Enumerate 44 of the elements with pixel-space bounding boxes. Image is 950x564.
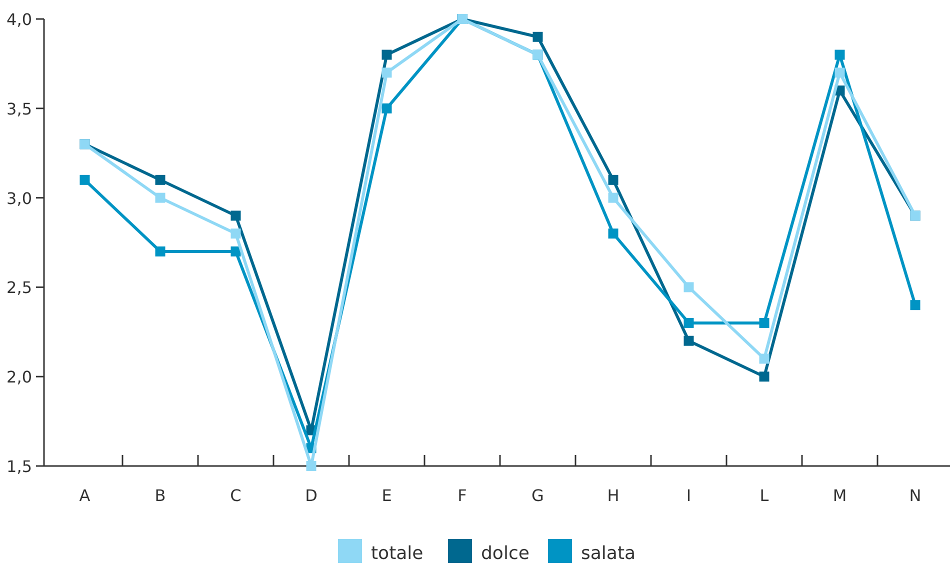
point (834, 50, 845, 60)
point (230, 228, 241, 239)
point (759, 318, 770, 328)
point (382, 68, 392, 78)
x-tick-label: E (382, 486, 392, 505)
y-tick-label: 2,5 (6, 278, 32, 298)
point (382, 50, 392, 60)
point (230, 210, 241, 221)
x-tick-label: H (607, 486, 620, 505)
point (759, 372, 770, 382)
point (382, 103, 392, 114)
x-tick-label: B (154, 486, 166, 505)
x-tick-label: I (686, 486, 692, 505)
x-tick-label: G (532, 486, 544, 505)
point (306, 461, 316, 471)
point (155, 246, 166, 256)
x-tick-label: N (909, 486, 922, 505)
x-tick-label: L (760, 486, 769, 505)
point (684, 318, 694, 328)
legend-label: dolce (481, 543, 530, 564)
x-tick-label: C (230, 486, 242, 505)
y-tick-label: 2,0 (6, 368, 32, 387)
y-tick-label: 3,5 (6, 99, 32, 118)
x-tick-label: M (832, 486, 847, 505)
point (532, 32, 543, 42)
point (80, 174, 90, 185)
point (910, 300, 920, 310)
point (155, 192, 166, 203)
point (608, 228, 618, 239)
x-tick-label: A (79, 486, 90, 505)
point (759, 354, 770, 364)
point (684, 336, 694, 346)
point (608, 192, 618, 203)
x-tick-label: D (305, 486, 318, 505)
legend-label: salata (581, 543, 636, 564)
point (608, 174, 618, 185)
y-tick-label: 4,0 (6, 10, 32, 29)
point (834, 68, 845, 78)
y-tick-label: 1,5 (6, 457, 32, 476)
point (684, 282, 694, 292)
x-tick-label: F (458, 486, 467, 505)
y-tick-label: 3,0 (6, 188, 32, 208)
legend-label: totale (371, 543, 424, 564)
point (155, 174, 166, 185)
